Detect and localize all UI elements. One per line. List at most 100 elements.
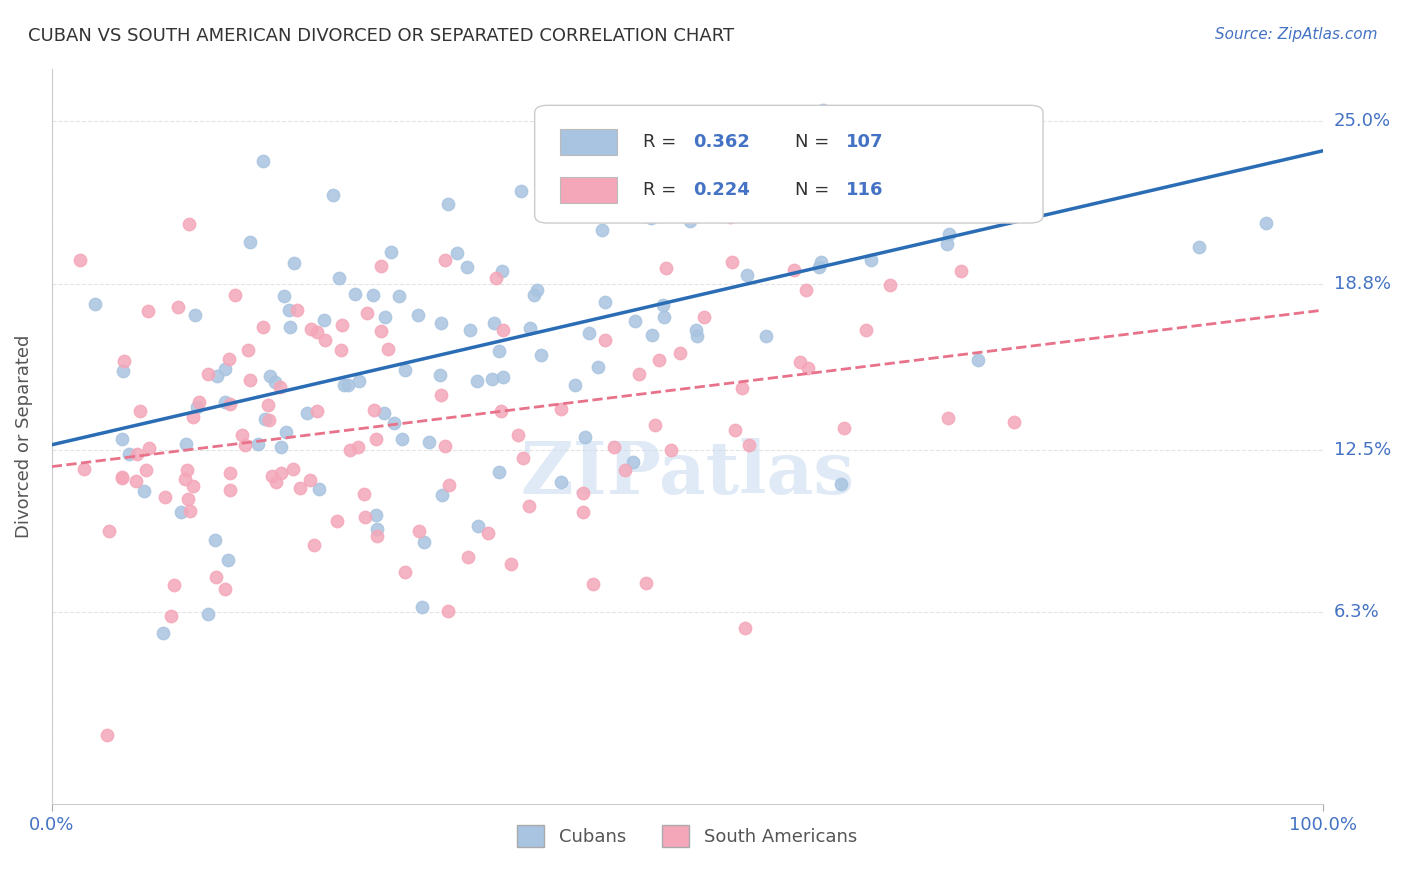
South Americans [880,173,903,187]
South Americans [112,354,135,368]
Cubans [278,302,301,317]
Cubans [337,378,360,392]
Text: Source: ZipAtlas.com: Source: ZipAtlas.com [1215,27,1378,42]
Cubans [936,237,959,252]
Cubans [636,185,658,199]
South Americans [797,360,820,375]
South Americans [181,410,204,425]
South Americans [136,304,159,318]
South Americans [339,443,361,458]
Cubans [406,309,429,323]
Cubans [685,323,707,337]
South Americans [179,504,201,518]
South Americans [233,438,256,452]
South Americans [434,252,457,267]
South Americans [159,609,181,624]
South Americans [218,397,240,411]
Cubans [111,364,134,378]
South Americans [550,401,572,416]
Cubans [239,235,262,249]
Cubans [564,378,586,392]
Cubans [214,361,236,376]
South Americans [111,471,134,485]
Cubans [84,297,107,311]
South Americans [492,323,515,337]
South Americans [1002,415,1025,429]
Cubans [411,599,433,614]
Cubans [314,313,336,327]
Cubans [631,167,654,181]
South Americans [307,403,329,417]
South Americans [283,462,305,476]
Cubans [118,447,141,461]
South Americans [97,524,120,538]
South Americans [734,620,756,634]
South Americans [287,303,309,318]
Cubans [543,189,565,203]
South Americans [789,355,811,369]
Cubans [458,323,481,337]
Text: R =: R = [643,133,682,151]
South Americans [485,270,508,285]
Cubans [174,437,197,451]
Text: R =: R = [643,181,682,199]
Cubans [526,283,548,297]
Cubans [938,227,960,242]
South Americans [949,264,972,278]
Cubans [510,184,533,198]
Cubans [578,123,600,137]
South Americans [188,395,211,409]
South Americans [737,438,759,452]
South Americans [718,210,741,224]
South Americans [197,367,219,381]
Cubans [652,298,675,312]
South Americans [519,499,541,513]
Cubans [322,188,344,202]
South Americans [219,466,242,480]
Cubans [363,288,385,302]
South Americans [224,288,246,302]
South Americans [314,333,336,347]
Cubans [1256,216,1278,230]
Cubans [344,286,367,301]
South Americans [177,491,200,506]
South Americans [298,473,321,487]
Cubans [676,106,699,120]
Cubans [366,508,388,522]
South Americans [628,368,651,382]
South Americans [408,524,430,538]
South Americans [430,388,453,402]
South Americans [783,263,806,277]
South Americans [457,550,479,565]
South Americans [260,469,283,483]
Cubans [273,289,295,303]
South Americans [176,463,198,477]
Cubans [264,375,287,389]
Cubans [467,518,489,533]
Cubans [735,268,758,283]
South Americans [231,428,253,442]
South Americans [153,490,176,504]
South Americans [477,525,499,540]
Cubans [333,378,356,392]
South Americans [794,283,817,297]
South Americans [593,333,616,347]
South Americans [437,478,460,492]
Text: N =: N = [796,133,835,151]
South Americans [252,320,274,334]
Cubans [259,368,281,383]
South Americans [669,345,692,359]
Text: 18.8%: 18.8% [1334,275,1391,293]
Cubans [170,505,193,519]
Cubans [436,197,458,211]
South Americans [366,528,388,542]
South Americans [377,342,399,356]
South Americans [330,318,353,333]
South Americans [173,472,195,486]
South Americans [269,379,291,393]
Cubans [679,214,702,228]
Cubans [811,103,834,117]
Text: 116: 116 [846,181,883,199]
South Americans [354,510,377,524]
South Americans [96,728,118,742]
